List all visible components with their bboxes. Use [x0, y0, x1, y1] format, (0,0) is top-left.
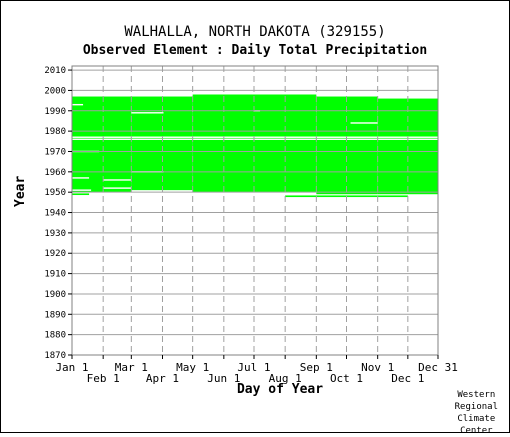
y-axis-label: Year — [13, 175, 28, 207]
data-coverage-block — [192, 94, 317, 193]
y-tick-label: 1990 — [44, 107, 66, 117]
y-tick-label: 2010 — [44, 66, 66, 76]
data-coverage-edge — [72, 193, 90, 196]
data-coverage-edge — [377, 195, 408, 198]
y-tick-label: 1940 — [44, 209, 66, 219]
x-tick-label: Dec 1 — [391, 372, 424, 385]
y-tick-label: 1890 — [44, 310, 66, 320]
y-tick-label: 1950 — [44, 188, 66, 198]
x-axis-label: Day of Year — [236, 382, 324, 397]
chart-title: WALHALLA, NORTH DAKOTA (329155) — [124, 24, 386, 40]
missing-year-gap — [72, 177, 90, 179]
x-tick-label: Feb 1 — [87, 372, 120, 385]
y-tick-label: 1930 — [44, 229, 66, 239]
chart-subtitle: Observed Element : Daily Total Precipita… — [82, 43, 428, 58]
wrcc-credit: Western Regional Climate Center — [455, 389, 498, 437]
data-coverage-block — [316, 96, 378, 195]
x-tick-label: Oct 1 — [330, 372, 363, 385]
y-tick-label: 1900 — [44, 290, 66, 300]
missing-year-gap — [131, 112, 164, 114]
x-tick-label: Sep 1 — [300, 361, 333, 374]
y-tick-label: 2000 — [44, 86, 66, 96]
missing-year-gap — [72, 103, 84, 106]
missing-year-gap — [72, 138, 438, 140]
plot-border — [71, 65, 439, 356]
x-tick-label: Aug 1 — [269, 372, 302, 385]
y-tick-label: 1960 — [44, 168, 66, 178]
x-tick-label: Jan 1 — [55, 361, 88, 374]
x-tick-label: Jun 1 — [207, 372, 240, 385]
credit-line: Climate — [457, 414, 496, 424]
x-tick-label: Dec 31 — [418, 361, 458, 374]
x-tick-label: May 1 — [176, 361, 209, 374]
x-tick-label: Apr 1 — [146, 372, 179, 385]
missing-year-gap — [350, 122, 378, 124]
data-coverage-edge — [285, 195, 378, 198]
credit-line: Regional — [454, 402, 498, 412]
y-tick-label: 1880 — [44, 331, 66, 341]
x-tick-label: Jul 1 — [237, 361, 270, 374]
y-tick-label: 1870 — [44, 351, 66, 361]
y-tick-label: 1920 — [44, 249, 66, 259]
x-tick-label: Mar 1 — [115, 361, 148, 374]
data-coverage-block — [72, 96, 132, 193]
credit-line: Western — [457, 390, 496, 400]
x-tick-label: Nov 1 — [361, 361, 394, 374]
missing-year-gap — [72, 189, 92, 191]
missing-year-gap — [103, 179, 132, 181]
y-tick-label: 1970 — [44, 147, 66, 157]
missing-year-gap — [103, 187, 132, 189]
missing-year-gap — [72, 136, 438, 138]
y-tick-label: 1910 — [44, 270, 66, 280]
y-tick-label: 1980 — [44, 127, 66, 137]
credit-line: Center — [460, 426, 493, 436]
